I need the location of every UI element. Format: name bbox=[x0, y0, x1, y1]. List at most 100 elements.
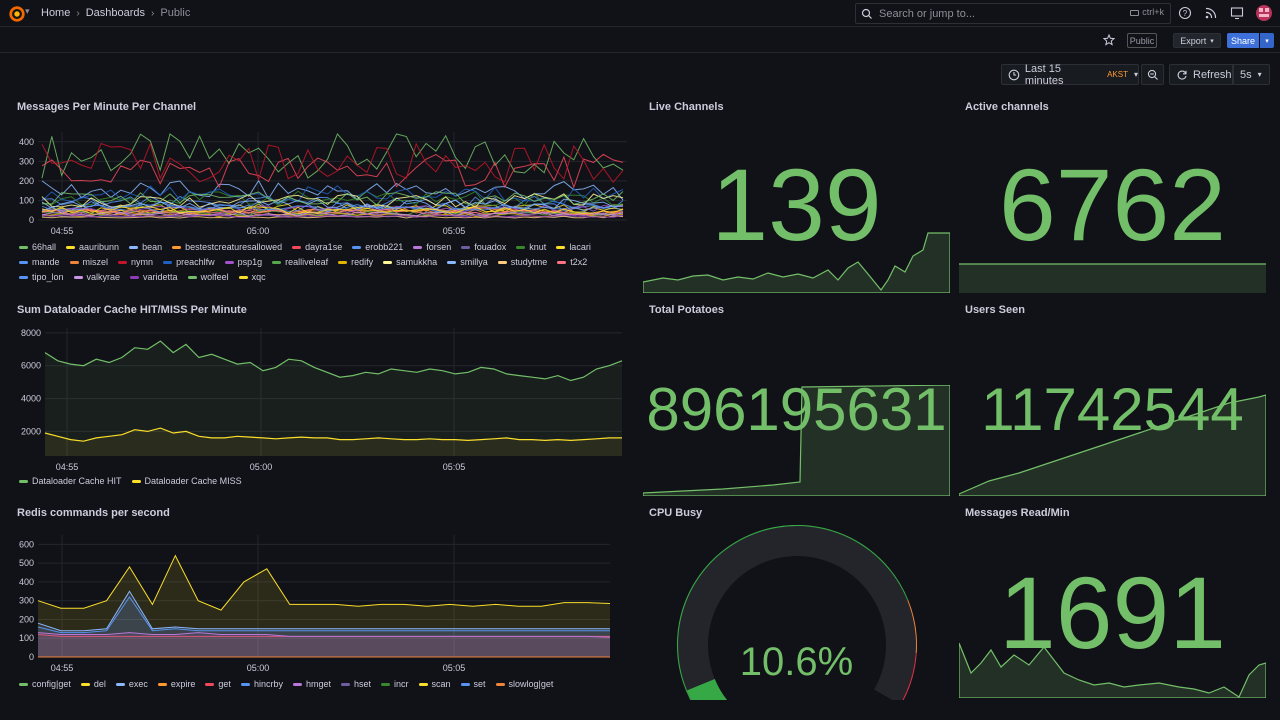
help-icon[interactable]: ? bbox=[1178, 6, 1192, 20]
legend-item[interactable]: knut bbox=[516, 242, 546, 252]
legend-item[interactable]: config|get bbox=[19, 679, 71, 689]
legend-item[interactable]: fouadox bbox=[461, 242, 506, 252]
chevron-right-icon: › bbox=[76, 7, 80, 19]
grafana-logo-icon[interactable] bbox=[8, 5, 26, 23]
legend-swatch bbox=[383, 260, 393, 264]
avatar[interactable] bbox=[1256, 5, 1272, 21]
panel-title-messages[interactable]: Messages Per Minute Per Channel bbox=[17, 101, 197, 113]
refresh-icon bbox=[1177, 70, 1187, 80]
legend-item[interactable]: incr bbox=[380, 679, 409, 689]
legend-item[interactable]: realliveleaf bbox=[272, 257, 328, 267]
legend-item[interactable]: wolfeel bbox=[187, 272, 229, 282]
search-input[interactable]: Search or jump to... ctrl+k bbox=[855, 3, 1171, 24]
legend-item[interactable]: lacari bbox=[556, 242, 591, 252]
legend-label: smillya bbox=[460, 257, 488, 267]
dataloader-chart[interactable]: 2000 4000 6000 8000 04:55 05:00 05:05 bbox=[0, 322, 640, 472]
legend-label: Dataloader Cache MISS bbox=[144, 476, 242, 486]
legend-item[interactable]: set bbox=[460, 679, 486, 689]
series-area bbox=[38, 596, 610, 657]
legend-item[interactable]: varidetta bbox=[130, 272, 178, 282]
legend-swatch bbox=[157, 682, 167, 686]
refresh-interval-select[interactable]: 5s ▾ bbox=[1233, 64, 1270, 85]
x-tick-label: 05:05 bbox=[443, 226, 466, 236]
legend-item[interactable]: mande bbox=[19, 257, 60, 267]
legend-item[interactable]: preachlfw bbox=[163, 257, 215, 267]
panel-title-cpu[interactable]: CPU Busy bbox=[649, 507, 703, 519]
time-range-picker[interactable]: Last 15 minutes AKST ▾ bbox=[1001, 63, 1139, 87]
legend-item[interactable]: tipo_lon bbox=[19, 272, 64, 282]
share-button[interactable]: Share bbox=[1227, 33, 1259, 48]
active-sparkline bbox=[959, 263, 1266, 293]
panel-title-read[interactable]: Messages Read/Min bbox=[965, 507, 1070, 519]
legend-item[interactable]: t2x2 bbox=[557, 257, 587, 267]
redis-chart[interactable]: 0 100 200 300 400 500 600 04:55 05:00 05:05 bbox=[0, 525, 640, 675]
legend-item[interactable]: Dataloader Cache HIT bbox=[19, 476, 122, 486]
legend-label: hset bbox=[353, 679, 371, 689]
legend-item[interactable]: xqc bbox=[238, 272, 266, 282]
refresh-interval-value: 5s bbox=[1240, 68, 1252, 81]
legend-item[interactable]: bestestcreaturesallowed bbox=[172, 242, 282, 252]
share-menu-button[interactable]: ▾ bbox=[1260, 33, 1274, 48]
x-tick-label: 04:55 bbox=[56, 462, 79, 472]
x-tick-label: 05:00 bbox=[250, 462, 273, 472]
legend-item[interactable]: studytme bbox=[497, 257, 547, 267]
y-tick-label: 4000 bbox=[21, 394, 41, 404]
chevron-down-icon[interactable]: ▾ bbox=[25, 6, 30, 16]
y-tick-label: 400 bbox=[19, 577, 34, 587]
panel-title-users[interactable]: Users Seen bbox=[965, 304, 1025, 316]
series-line bbox=[41, 193, 624, 208]
legend-item[interactable]: get bbox=[205, 679, 231, 689]
legend-item[interactable]: hmget bbox=[292, 679, 331, 689]
legend-item[interactable]: hincrby bbox=[240, 679, 283, 689]
legend-label: wolfeel bbox=[200, 272, 229, 282]
legend-item[interactable]: Dataloader Cache MISS bbox=[131, 476, 242, 486]
legend-swatch bbox=[205, 682, 215, 686]
legend-item[interactable]: erobb221 bbox=[352, 242, 403, 252]
rss-icon[interactable] bbox=[1204, 6, 1218, 20]
legend-item[interactable]: miszel bbox=[69, 257, 108, 267]
legend-label: valkyrae bbox=[86, 272, 121, 282]
legend-item[interactable]: forsen bbox=[413, 242, 451, 252]
legend-swatch bbox=[19, 245, 28, 249]
legend-swatch bbox=[238, 275, 248, 279]
legend-item[interactable]: nymn bbox=[118, 257, 153, 267]
legend-swatch bbox=[224, 260, 234, 264]
legend-item[interactable]: hset bbox=[340, 679, 371, 689]
panel-title-active[interactable]: Active channels bbox=[965, 101, 1049, 113]
legend-label: hmget bbox=[305, 679, 331, 689]
breadcrumb-dashboards[interactable]: Dashboards bbox=[85, 7, 146, 19]
legend-item[interactable]: redify bbox=[338, 257, 373, 267]
star-icon[interactable] bbox=[1103, 34, 1115, 46]
panel-title-dataloader[interactable]: Sum Dataloader Cache HIT/MISS Per Minute bbox=[17, 304, 247, 316]
legend-item[interactable]: valkyrae bbox=[73, 272, 121, 282]
y-tick-label: 200 bbox=[19, 176, 34, 186]
dataloader-legend: Dataloader Cache HIT Dataloader Cache MIS… bbox=[19, 476, 639, 486]
legend-item[interactable]: dayra1se bbox=[292, 242, 342, 252]
breadcrumb-home[interactable]: Home bbox=[41, 7, 71, 19]
refresh-button[interactable]: Refresh bbox=[1169, 64, 1233, 85]
messages-chart[interactable]: 0 100 200 300 400 04:55 05:00 05:05 bbox=[0, 120, 640, 242]
legend-item[interactable]: psp1g bbox=[224, 257, 262, 267]
y-tick-label: 200 bbox=[19, 614, 34, 624]
legend-swatch bbox=[557, 260, 567, 264]
monitor-icon[interactable] bbox=[1230, 6, 1244, 20]
legend-swatch bbox=[495, 682, 505, 686]
legend-swatch bbox=[115, 682, 125, 686]
panel-title-redis[interactable]: Redis commands per second bbox=[17, 507, 170, 519]
public-tag: Public bbox=[1127, 33, 1157, 48]
export-button[interactable]: Export ▾ bbox=[1173, 33, 1221, 48]
legend-item[interactable]: slowlog|get bbox=[495, 679, 553, 689]
zoom-out-icon bbox=[1147, 69, 1158, 80]
legend-item[interactable]: smillya bbox=[447, 257, 488, 267]
legend-item[interactable]: scan bbox=[418, 679, 451, 689]
panel-title-live[interactable]: Live Channels bbox=[649, 101, 724, 113]
legend-item[interactable]: exec bbox=[115, 679, 148, 689]
legend-item[interactable]: expire bbox=[157, 679, 195, 689]
legend-item[interactable]: samukkha bbox=[383, 257, 437, 267]
panel-title-potatoes[interactable]: Total Potatoes bbox=[649, 304, 724, 316]
legend-item[interactable]: bean bbox=[129, 242, 162, 252]
legend-item[interactable]: aauribunn bbox=[66, 242, 119, 252]
zoom-out-button[interactable] bbox=[1141, 64, 1164, 85]
legend-item[interactable]: del bbox=[80, 679, 106, 689]
legend-item[interactable]: 66hall bbox=[19, 242, 56, 252]
